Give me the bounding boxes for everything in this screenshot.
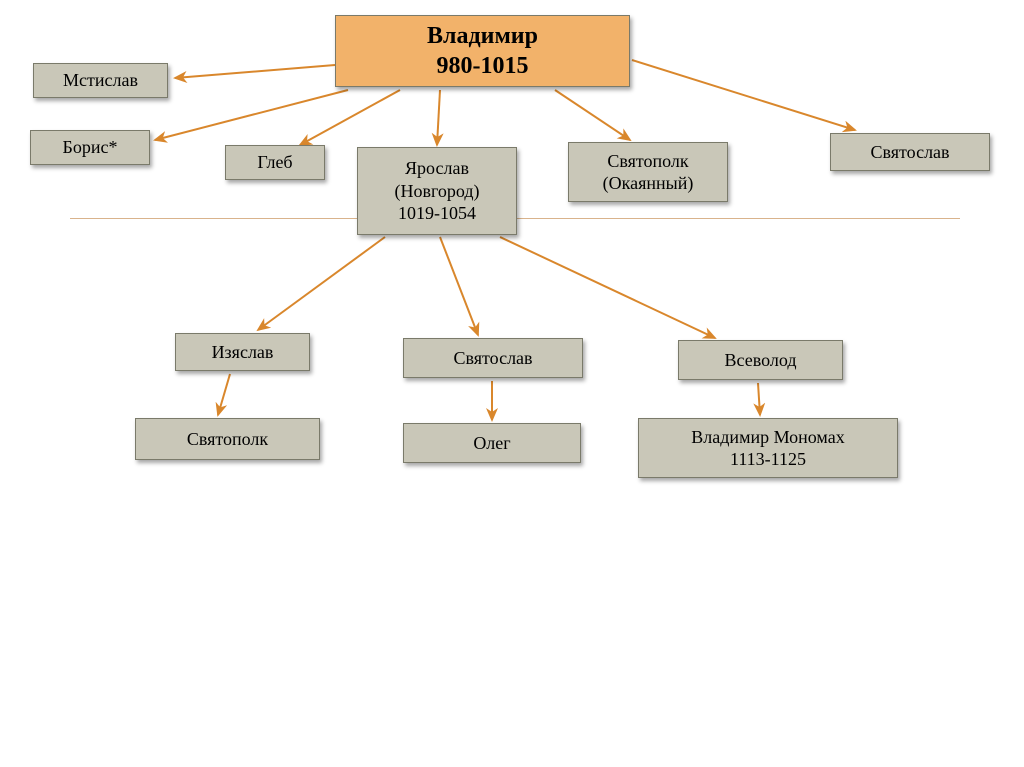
node-label: Святополк bbox=[187, 428, 268, 451]
node-gleb: Глеб bbox=[225, 145, 325, 180]
arrow-11 bbox=[758, 383, 760, 415]
node-label: Глеб bbox=[257, 151, 292, 174]
arrow-0 bbox=[175, 65, 335, 78]
node-label: Святослав bbox=[453, 347, 532, 370]
node-vladimir: Владимир980-1015 bbox=[335, 15, 630, 87]
arrow-5 bbox=[632, 60, 855, 130]
arrow-8 bbox=[500, 237, 715, 338]
node-label: Борис* bbox=[63, 136, 118, 159]
arrow-2 bbox=[300, 90, 400, 145]
node-boris: Борис* bbox=[30, 130, 150, 165]
node-label: Святослав bbox=[870, 141, 949, 164]
node-label: Олег bbox=[473, 432, 510, 455]
node-label: Мстислав bbox=[63, 69, 138, 92]
node-oleg: Олег bbox=[403, 423, 581, 463]
node-label: Владимир980-1015 bbox=[427, 21, 538, 81]
arrow-1 bbox=[155, 90, 348, 140]
node-label: Изяслав bbox=[212, 341, 274, 364]
arrow-6 bbox=[258, 237, 385, 330]
node-monomakh: Владимир Мономах1113-1125 bbox=[638, 418, 898, 478]
node-svyatopolk_ok: Святополк(Окаянный) bbox=[568, 142, 728, 202]
node-label: Владимир Мономах1113-1125 bbox=[691, 426, 844, 471]
node-izyaslav: Изяслав bbox=[175, 333, 310, 371]
arrow-3 bbox=[437, 90, 440, 145]
node-svyatoslav1: Святослав bbox=[830, 133, 990, 171]
node-mstislav: Мстислав bbox=[33, 63, 168, 98]
node-label: Всеволод bbox=[725, 349, 797, 372]
node-label: Святополк(Окаянный) bbox=[603, 150, 694, 195]
node-vsevolod: Всеволод bbox=[678, 340, 843, 380]
node-svyatoslav2: Святослав bbox=[403, 338, 583, 378]
node-label: Ярослав(Новгород)1019-1054 bbox=[394, 157, 479, 225]
arrow-9 bbox=[218, 374, 230, 415]
node-svyatopolk: Святополк bbox=[135, 418, 320, 460]
arrows-layer bbox=[0, 0, 1024, 767]
arrow-7 bbox=[440, 237, 478, 335]
arrow-4 bbox=[555, 90, 630, 140]
node-yaroslav: Ярослав(Новгород)1019-1054 bbox=[357, 147, 517, 235]
